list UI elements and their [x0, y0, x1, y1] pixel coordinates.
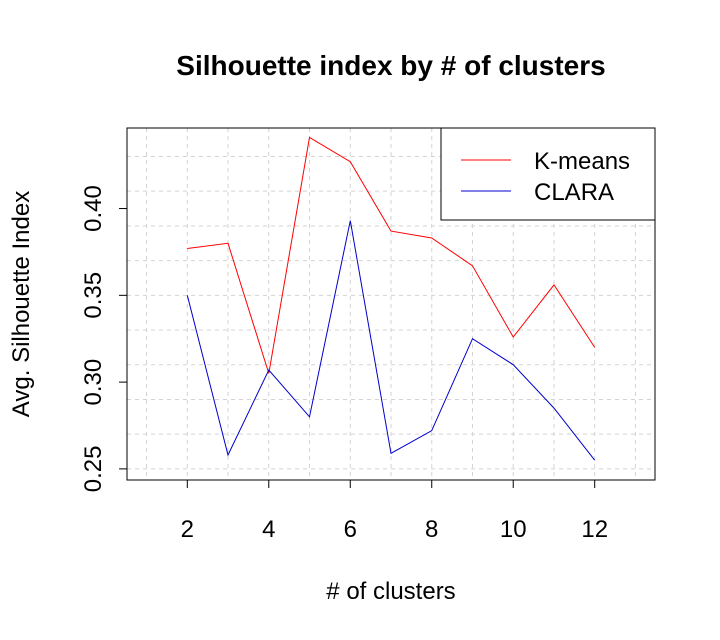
y-tick-label-3: 0.40 [80, 185, 107, 232]
legend-label-clara: CLARA [534, 179, 614, 206]
x-tick-label-2: 6 [344, 516, 357, 543]
y-axis-label: Avg. Silhouette Index [8, 191, 35, 417]
x-tick-label-3: 8 [425, 516, 438, 543]
x-tick-label-5: 12 [581, 516, 608, 543]
legend-label-kmeans: K-means [534, 148, 630, 175]
y-axis: 0.25 0.30 0.35 0.40 [80, 185, 128, 493]
y-tick-label-2: 0.35 [80, 272, 107, 319]
x-tick-label-0: 2 [181, 516, 194, 543]
series-line-k-means [187, 136, 596, 374]
legend-box [440, 127, 656, 221]
series-lines [186, 136, 596, 461]
y-tick-label-0: 0.25 [80, 446, 107, 493]
x-tick-label-4: 10 [500, 516, 527, 543]
x-tick-label-1: 4 [262, 516, 275, 543]
y-tick-label-1: 0.30 [80, 359, 107, 406]
x-axis: 2 4 6 8 10 12 [181, 479, 608, 543]
chart-title: Silhouette index by # of clusters [176, 50, 605, 81]
series-line-clara [186, 220, 596, 461]
legend: K-means CLARA [440, 127, 656, 221]
x-axis-label: # of clusters [326, 578, 455, 605]
